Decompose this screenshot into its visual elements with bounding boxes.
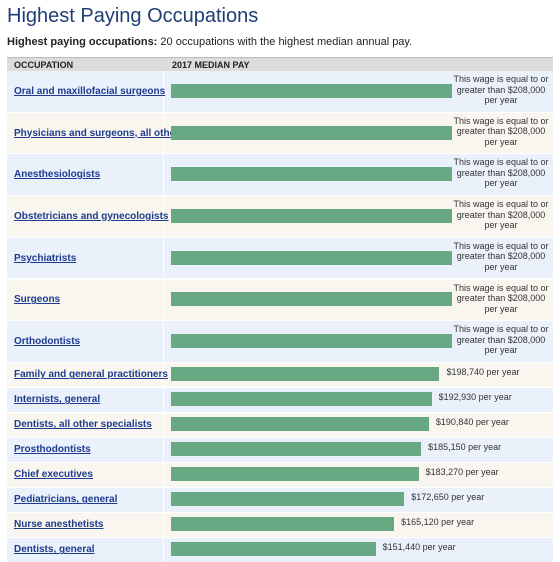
cell-divider <box>163 462 164 487</box>
bar <box>171 467 419 482</box>
bar <box>171 517 395 532</box>
subtitle-lead: Highest paying occupations: <box>7 36 158 48</box>
bar <box>171 334 452 349</box>
title: Highest Paying Occupations <box>7 5 259 27</box>
value-label: $172,650 per year <box>411 492 485 503</box>
value-label: This wage is equal to or greater than $2… <box>453 115 549 147</box>
cell-divider <box>163 537 164 562</box>
subtitle-text: 20 occupations with the highest median a… <box>160 36 413 48</box>
cell-divider <box>163 154 164 196</box>
occupation-link[interactable]: Surgeons <box>14 294 61 306</box>
value-label: $183,270 per year <box>425 467 499 478</box>
occupation-link[interactable]: Family and general practitioners <box>14 369 168 381</box>
cell-divider <box>163 487 164 512</box>
bar <box>171 208 452 223</box>
bar <box>171 367 440 382</box>
cell-divider <box>163 279 164 321</box>
occupation-link[interactable]: Chief executives <box>14 469 93 481</box>
table-row: Internists, general $192,930 per year <box>7 387 553 413</box>
occupation-link[interactable]: Dentists, general <box>14 544 95 556</box>
occupation-link[interactable]: Physicians and surgeons, all other <box>14 127 180 139</box>
bar <box>171 442 422 457</box>
value-label: This wage is equal to or greater than $2… <box>453 157 549 189</box>
occupation-link[interactable]: Orthodontists <box>14 336 81 348</box>
table-row: Dentists, general $151,440 per year <box>7 537 553 562</box>
value-label: $192,930 per year <box>438 392 512 403</box>
bar <box>171 292 452 307</box>
table-row: Pediatricians, general $172,650 per year <box>7 487 553 513</box>
table-row: Surgeons This wage is equal to or greater… <box>7 279 553 322</box>
value-label: This wage is equal to or greater than $2… <box>453 74 549 105</box>
table-row: Chief executives $183,270 per year <box>7 462 553 488</box>
cell-divider <box>163 437 164 462</box>
value-label: This wage is equal to or greater than $2… <box>453 199 549 231</box>
column-header: OCCUPATION <box>14 60 74 70</box>
occupation-link[interactable]: Obstetricians and gynecologists <box>14 210 169 222</box>
cell-divider <box>163 196 164 237</box>
table-row: Obstetricians and gynecologists This wage… <box>7 196 553 238</box>
table-row: Family and general practitioners $198,740… <box>7 362 553 388</box>
bar <box>171 392 432 407</box>
cell-divider <box>163 237 164 279</box>
occupation-link[interactable]: Internists, general <box>14 394 101 406</box>
bar <box>171 542 376 557</box>
value-label: This wage is equal to or greater than $2… <box>453 240 549 272</box>
table-row: Dentists, all other specialists $190,840 … <box>7 412 553 438</box>
cell-divider <box>163 71 164 112</box>
bar <box>171 250 452 265</box>
occupation-link[interactable]: Psychiatrists <box>14 252 77 264</box>
occupation-link[interactable]: Oral and maxillofacial surgeons <box>14 85 166 97</box>
cell-divider <box>163 412 164 437</box>
bar <box>171 125 452 140</box>
table-row: Anesthesiologists This wage is equal to o… <box>7 154 553 197</box>
cell-divider <box>163 321 164 362</box>
occupation-link[interactable]: Pediatricians, general <box>14 494 118 506</box>
table-row: Physicians and surgeons, all other This w… <box>7 112 553 155</box>
table-header: OCCUPATION 2017 MEDIAN PAY <box>7 57 553 72</box>
bar <box>171 83 452 98</box>
occupation-link[interactable]: Prosthodontists <box>14 444 91 456</box>
cell-divider <box>163 112 164 154</box>
value-label: $185,150 per year <box>428 442 502 453</box>
cell-divider <box>163 512 164 537</box>
cell-divider <box>163 387 164 412</box>
subtitle: Highest paying occupations: 20 occupatio… <box>7 36 412 48</box>
bar <box>171 167 452 182</box>
table-row: Nurse anesthetists $165,120 per year <box>7 512 553 538</box>
occupation-link[interactable]: Dentists, all other specialists <box>14 419 152 431</box>
cell-divider <box>163 362 164 387</box>
occupation-link[interactable]: Nurse anesthetists <box>14 519 104 531</box>
value-label: $198,740 per year <box>446 367 520 378</box>
value-label: This wage is equal to or greater than $2… <box>453 324 549 356</box>
table-row: Prosthodontists $185,150 per year <box>7 437 553 463</box>
value-label: $190,840 per year <box>435 417 509 428</box>
bar <box>171 417 429 432</box>
table-row: Psychiatrists This wage is equal to or gr… <box>7 237 553 280</box>
table-row: Orthodontists This wage is equal to or gr… <box>7 321 553 363</box>
bar <box>171 492 405 507</box>
column-header: 2017 MEDIAN PAY <box>172 60 250 70</box>
value-label: $165,120 per year <box>401 517 475 528</box>
occupation-link[interactable]: Anesthesiologists <box>14 169 101 181</box>
table-row: Oral and maxillofacial surgeons This wage… <box>7 71 553 113</box>
value-label: $151,440 per year <box>382 542 456 553</box>
value-label: This wage is equal to or greater than $2… <box>453 282 549 314</box>
